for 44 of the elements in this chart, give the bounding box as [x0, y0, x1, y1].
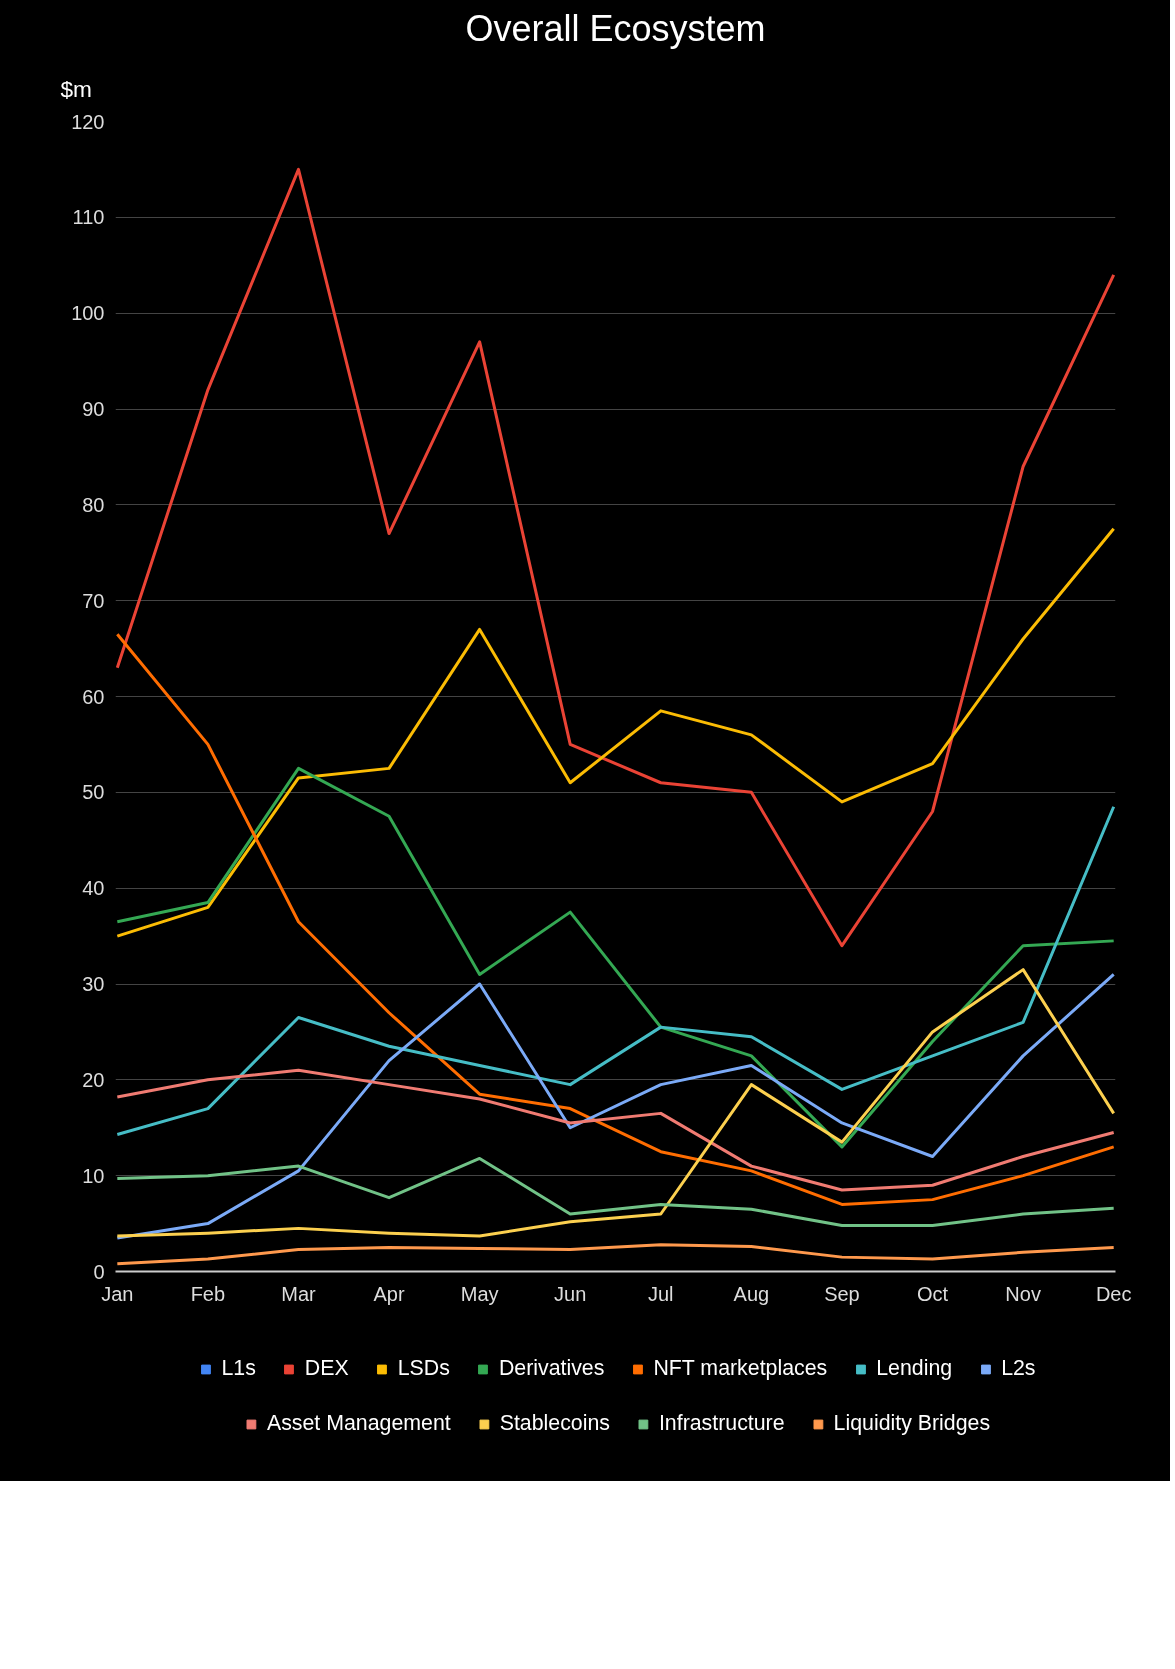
- legend-label: Asset Management: [266, 1411, 451, 1436]
- line-series: [115, 1243, 1116, 1266]
- y-tick-label: 70: [82, 589, 105, 612]
- chart-title: Overall Ecosystem: [465, 7, 766, 49]
- x-tick-label: Apr: [373, 1282, 405, 1305]
- y-tick-label: 20: [82, 1068, 105, 1091]
- y-tick-label: 120: [71, 110, 105, 133]
- x-tick-label: Feb: [190, 1282, 226, 1305]
- x-tick-label: May: [460, 1282, 499, 1305]
- line-series: [115, 1156, 1116, 1227]
- y-tick-label: 110: [72, 206, 105, 229]
- legend-label: Lending: [876, 1356, 953, 1381]
- x-tick-label: Jan: [101, 1282, 134, 1305]
- y-tick-label: 90: [82, 398, 105, 420]
- x-tick-label: Oct: [916, 1282, 949, 1305]
- y-tick-label: 50: [82, 781, 105, 804]
- legend-label: L2s: [1001, 1356, 1036, 1381]
- legend-label: LSDs: [397, 1356, 450, 1381]
- y-tick-label: 30: [82, 973, 105, 995]
- legend-label: DEX: [304, 1356, 349, 1381]
- line-series: [115, 527, 1116, 938]
- x-tick-label: Mar: [281, 1282, 317, 1305]
- line-series: [115, 167, 1116, 948]
- legend-label: L1s: [221, 1356, 256, 1381]
- line-series: [115, 1068, 1116, 1192]
- x-tick-label: Nov: [1005, 1282, 1041, 1305]
- x-tick-label: Jul: [648, 1282, 674, 1305]
- legend-label: Infrastructure: [658, 1411, 785, 1436]
- y-tick-label: 80: [82, 493, 105, 516]
- x-tick-label: Sep: [824, 1282, 860, 1305]
- y-axis-title: $m: [60, 75, 92, 102]
- y-tick-label: 0: [93, 1260, 105, 1283]
- y-tick-label: 60: [82, 685, 105, 708]
- legend-label: Liquidity Bridges: [833, 1411, 991, 1436]
- x-tick-label: Aug: [733, 1282, 770, 1305]
- x-tick-label: Dec: [1095, 1282, 1132, 1305]
- y-tick-label: 10: [82, 1164, 105, 1187]
- y-tick-label: 40: [82, 877, 105, 900]
- legend-label: Stablecoins: [499, 1411, 610, 1436]
- x-tick-label: Jun: [554, 1282, 587, 1305]
- legend-label: NFT marketplaces: [653, 1356, 828, 1381]
- line-series: [115, 632, 1116, 1206]
- y-tick-label: 100: [71, 302, 105, 325]
- legend-label: Derivatives: [498, 1356, 605, 1381]
